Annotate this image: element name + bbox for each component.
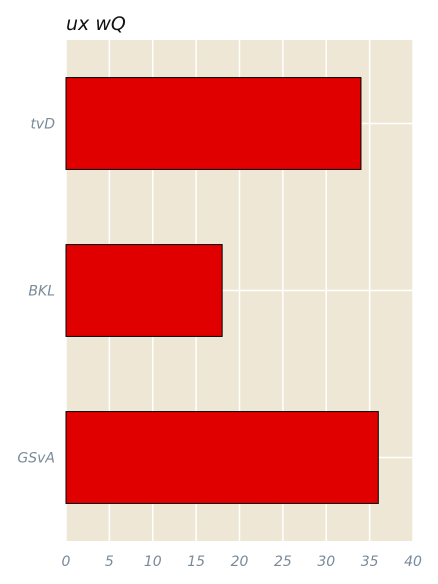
y-axis-ticks: tvD BKL GSvA (17, 117, 55, 467)
x-tick-label: 15 (187, 554, 205, 570)
bar-GSvA (65, 411, 379, 504)
x-tick-label: 30 (317, 554, 335, 570)
chart-title: ux wQ (66, 13, 126, 35)
x-tick-label: 0 (62, 554, 71, 570)
x-tick-label: 35 (361, 554, 379, 570)
bar-BKL (65, 244, 223, 337)
x-axis-ticks: 0 5 10 15 20 25 30 35 40 (62, 554, 422, 570)
bar-tvD (65, 77, 362, 170)
x-tick-label: 40 (404, 554, 422, 570)
y-tick-label: GSvA (17, 451, 55, 467)
y-tick-label: tvD (30, 117, 55, 133)
bars (65, 77, 379, 504)
x-tick-label: 20 (231, 554, 249, 570)
x-tick-label: 10 (144, 554, 162, 570)
x-tick-label: 5 (105, 554, 114, 570)
y-tick-label: BKL (28, 284, 55, 300)
x-tick-label: 25 (274, 554, 292, 570)
